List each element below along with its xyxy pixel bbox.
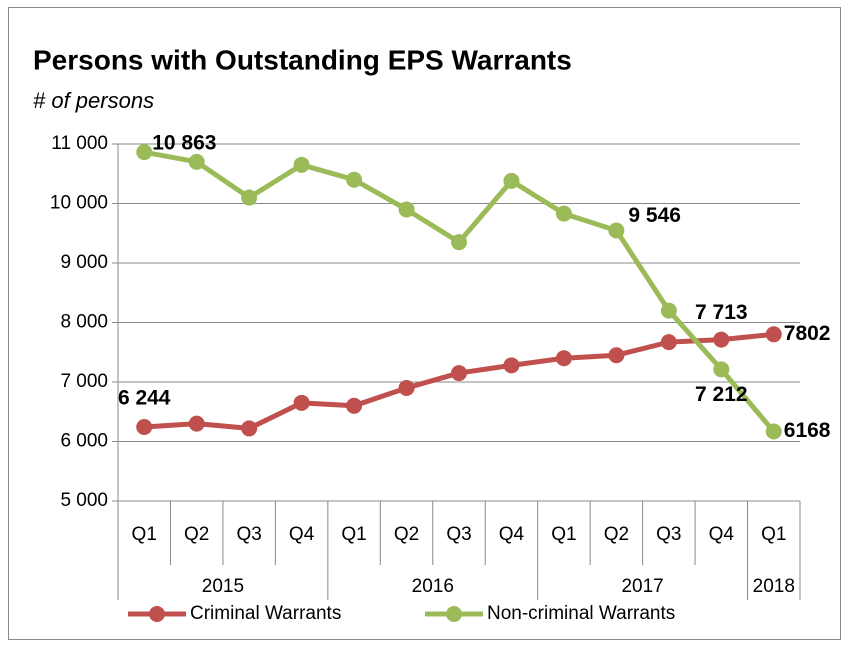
x-tick-label: Q4 (499, 524, 525, 545)
chart-subtitle: # of persons (33, 88, 154, 113)
data-point (188, 153, 205, 170)
x-tick-label: Q1 (761, 524, 786, 545)
x-tick-label: Q2 (604, 524, 629, 545)
data-point (241, 189, 258, 206)
legend-marker (446, 606, 462, 622)
data-label: 9 546 (628, 204, 681, 227)
y-tick-label: 8 000 (60, 312, 108, 333)
x-tick-label: Q1 (551, 524, 576, 545)
x-tick-label: Q1 (341, 524, 366, 545)
data-point (398, 379, 415, 396)
data-point (503, 172, 520, 189)
y-tick-label: 11 000 (51, 133, 108, 154)
data-point (555, 350, 572, 367)
x-tick-label: Q2 (184, 524, 209, 545)
x-group-label: 2017 (621, 576, 663, 597)
data-label: 7802 (784, 322, 831, 345)
x-tick-label: Q1 (132, 524, 157, 545)
x-tick-label: Q2 (394, 524, 419, 545)
legend-marker (149, 606, 165, 622)
legend-label: Criminal Warrants (190, 603, 341, 624)
x-group-label: 2015 (202, 576, 244, 597)
data-point (346, 171, 363, 188)
x-tick-label: Q3 (236, 524, 261, 545)
data-label: 7 713 (695, 301, 748, 324)
data-point (136, 144, 153, 161)
data-point (608, 347, 625, 364)
data-point (293, 394, 310, 411)
data-point (136, 418, 153, 435)
y-tick-label: 6 000 (60, 431, 108, 452)
data-point (451, 365, 467, 382)
data-point (660, 302, 677, 319)
x-group-label: 2016 (412, 576, 454, 597)
data-label: 10 863 (152, 132, 216, 155)
chart-frame (8, 7, 841, 640)
data-point (713, 361, 730, 378)
y-tick-label: 10 000 (50, 193, 108, 214)
data-point (765, 326, 782, 343)
y-tick-label: 7 000 (60, 371, 108, 392)
data-point (503, 357, 520, 374)
data-point (188, 415, 205, 432)
data-label: 6168 (784, 419, 831, 442)
data-point (241, 420, 258, 437)
data-point (555, 205, 572, 222)
data-point (293, 156, 310, 173)
y-tick-label: 9 000 (60, 252, 108, 273)
chart-title: Persons with Outstanding EPS Warrants (33, 44, 572, 75)
data-point (451, 234, 467, 251)
legend-label: Non-criminal Warrants (487, 603, 675, 624)
data-point (713, 331, 730, 348)
x-group-label: 2018 (753, 576, 795, 597)
x-tick-label: Q4 (709, 524, 735, 545)
data-point (765, 423, 782, 440)
x-tick-label: Q4 (289, 524, 315, 545)
data-point (398, 201, 415, 218)
data-point (608, 222, 625, 239)
x-tick-label: Q3 (446, 524, 471, 545)
x-tick-label: Q3 (656, 524, 681, 545)
data-point (660, 334, 677, 351)
data-label: 6 244 (118, 387, 171, 410)
data-point (346, 397, 363, 414)
y-tick-label: 5 000 (60, 490, 108, 511)
data-label: 7 212 (695, 383, 748, 406)
